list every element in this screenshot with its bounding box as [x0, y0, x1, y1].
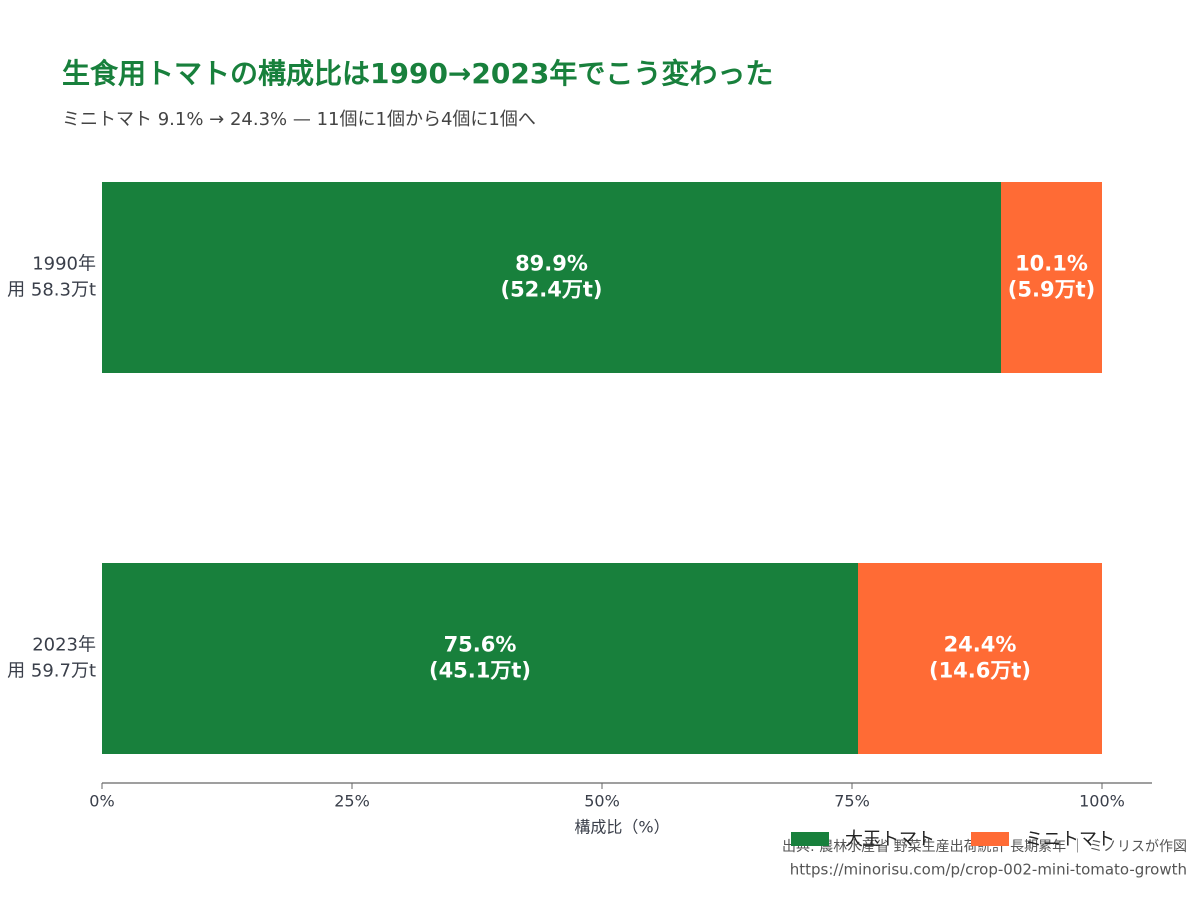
x-tick-label: 0%	[89, 792, 114, 811]
source-url: https://minorisu.com/p/crop-002-mini-tom…	[790, 861, 1187, 879]
x-tick-label: 100%	[1079, 792, 1125, 811]
data-label: 24.4%	[944, 633, 1017, 657]
data-label: 75.6%	[444, 633, 517, 657]
y-tick-sublabel: 用 59.7万t	[7, 661, 96, 682]
bar-segment	[102, 563, 858, 754]
legend-swatch	[971, 832, 1009, 846]
bar-segment	[858, 563, 1102, 754]
x-axis-label: 構成比（%）	[574, 818, 669, 837]
y-tick-label: 2023年	[32, 635, 96, 656]
data-label-amount: (5.9万t)	[1008, 278, 1095, 302]
y-tick-sublabel: 用 58.3万t	[7, 280, 96, 301]
x-tick-label: 75%	[834, 792, 870, 811]
data-label: 89.9%	[515, 252, 588, 276]
x-tick-label: 50%	[584, 792, 620, 811]
legend-swatch	[791, 832, 829, 846]
legend-label: ミニトマト	[1025, 829, 1115, 850]
chart-subtitle: ミニトマト 9.1% → 24.3% — 11個に1個から4個に1個へ	[62, 109, 536, 130]
data-label-amount: (14.6万t)	[929, 659, 1031, 683]
y-tick-label: 1990年	[32, 254, 96, 275]
chart-title: 生食用トマトの構成比は1990→2023年でこう変わった	[62, 57, 773, 90]
bar-segment	[102, 182, 1001, 373]
source: 出典: 農林水産省 野菜生産出荷統計 長期累年 ｜ ミノリスが作図	[782, 839, 1187, 855]
data-label: 10.1%	[1015, 252, 1088, 276]
bar-segment	[1001, 182, 1102, 373]
legend-label: 大玉トマト	[845, 829, 935, 850]
data-label-amount: (45.1万t)	[429, 659, 531, 683]
data-label-amount: (52.4万t)	[500, 278, 602, 302]
x-tick-label: 25%	[334, 792, 370, 811]
